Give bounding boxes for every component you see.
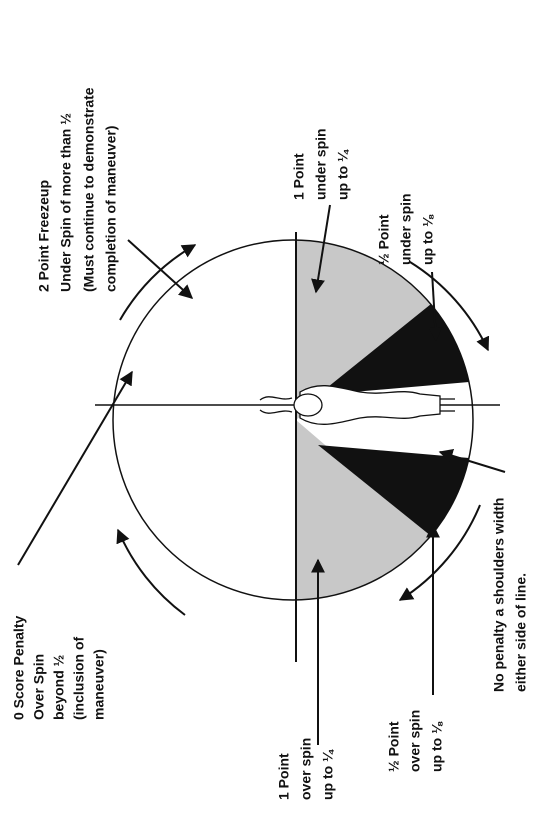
label-line: up to ¼ — [335, 149, 351, 200]
black-wedge-top — [318, 304, 469, 395]
label-line: 2 Point Freezeup — [36, 180, 52, 292]
circle-outline — [112, 239, 474, 601]
label-line: ½ Point — [386, 721, 402, 772]
label-line: No penalty a shoulders width — [491, 498, 507, 692]
label-line: Over Spin — [31, 654, 47, 720]
label-line: 1 Point — [291, 153, 307, 200]
label-line: up to ¼ — [320, 749, 336, 800]
rotation-arrow — [119, 244, 197, 321]
label-line: beyond ½ — [51, 654, 67, 720]
label-line: (Must continue to demonstrate — [81, 87, 97, 292]
pointer-arrow — [438, 449, 506, 473]
label-line: 0 Score Penalty — [11, 616, 27, 720]
label-line: under spin — [313, 128, 329, 200]
label-line: ½ Point — [376, 214, 392, 265]
label-line: Under Spin of more than ½ — [58, 113, 74, 292]
label-line: over spin — [298, 738, 314, 800]
label-line: up to ⅛ — [420, 214, 436, 265]
label-line: under spin — [398, 193, 414, 265]
label-line: over spin — [407, 710, 423, 772]
label-line: either side of line. — [513, 573, 529, 692]
rotation-arrow — [116, 528, 186, 616]
rotation-arrow — [398, 504, 481, 601]
skater-figure — [259, 385, 455, 425]
label-line: maneuver) — [91, 649, 107, 720]
pointer-arrow — [127, 239, 194, 299]
label-line: completion of maneuver) — [103, 126, 119, 292]
black-wedge-bottom — [318, 445, 469, 536]
label-line: up to ⅛ — [429, 721, 445, 772]
gray-sector-top — [296, 240, 431, 420]
pointer-arrow — [17, 370, 133, 566]
pointer-arrow — [311, 204, 331, 294]
pointer-arrow — [428, 271, 443, 342]
rotation-arrow — [409, 261, 490, 352]
label-line: 1 Point — [276, 753, 292, 800]
label-line: (inclusion of — [71, 636, 87, 720]
gray-sector-bottom — [296, 420, 431, 600]
